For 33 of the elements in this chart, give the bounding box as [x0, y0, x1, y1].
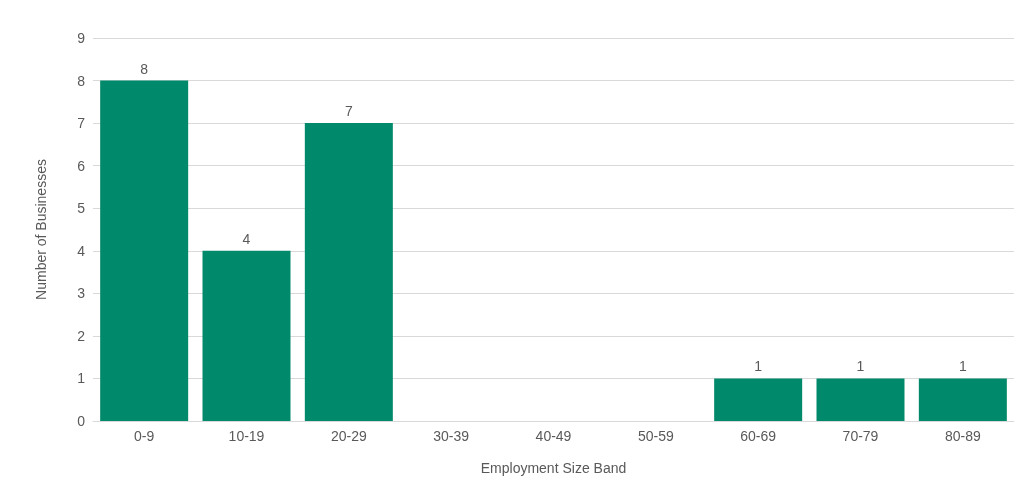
bar	[714, 378, 803, 421]
y-tick-label: 0	[77, 413, 86, 429]
data-label: 1	[958, 358, 967, 375]
y-tick-label: 8	[77, 72, 86, 89]
bar	[202, 250, 291, 421]
data-label: 8	[140, 60, 149, 77]
data-label: 7	[344, 103, 353, 120]
y-tick-label: 7	[77, 115, 86, 132]
y-tick-label: 1	[77, 370, 86, 387]
y-tick-label: 3	[77, 285, 86, 302]
data-label: 1	[856, 358, 865, 375]
x-tick-label: 30-39	[433, 428, 470, 444]
data-label: 4	[242, 230, 251, 247]
x-tick-label: 50-59	[637, 428, 674, 444]
data-label: 1	[754, 358, 763, 375]
bar	[304, 123, 393, 421]
bar	[816, 378, 905, 421]
x-tick-label: 10-19	[228, 428, 265, 444]
x-tick-label: 70-79	[842, 428, 879, 444]
x-axis-title: Employment Size Band	[480, 460, 627, 476]
bar	[918, 378, 1007, 421]
y-axis-title: Number of Businesses	[33, 159, 49, 300]
y-tick-label: 4	[77, 242, 86, 259]
x-tick-label: 80-89	[944, 428, 981, 444]
x-tick-label: 40-49	[535, 428, 572, 444]
y-tick-label: 9	[77, 30, 86, 46]
x-tick-label: 60-69	[740, 428, 777, 444]
y-tick-label: 2	[77, 327, 86, 344]
y-tick-label: 6	[77, 157, 86, 174]
x-tick-label: 20-29	[330, 428, 367, 444]
y-tick-label: 5	[77, 200, 86, 217]
bar	[100, 80, 189, 421]
x-tick-label: 0-9	[134, 428, 155, 444]
